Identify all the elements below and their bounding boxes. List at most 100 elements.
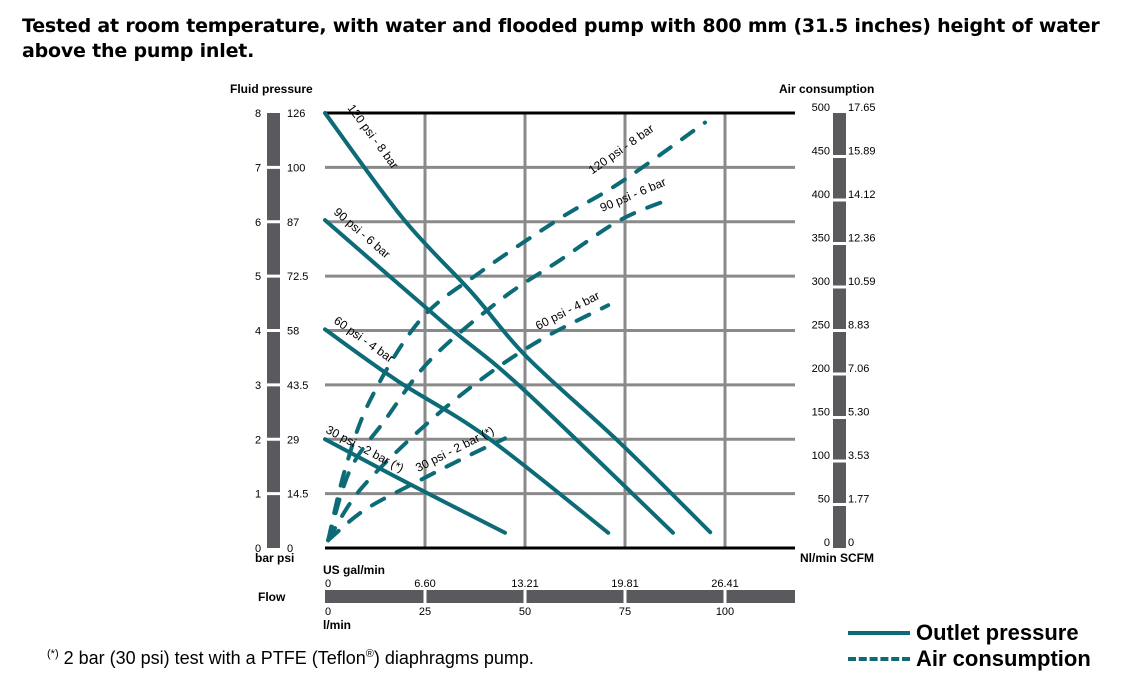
left-axis-tick xyxy=(267,492,280,496)
footnote: (*) 2 bar (30 psi) test with a PTFE (Tef… xyxy=(47,648,534,669)
right-tick-label-scfm: 8.83 xyxy=(848,320,869,332)
right-tick-label-scfm: 1.77 xyxy=(848,494,869,506)
flow-tick-label-gal: 6.60 xyxy=(414,578,435,590)
legend: Outlet pressure Air consumption xyxy=(848,620,1091,672)
left-tick-label-psi: 29 xyxy=(287,434,299,446)
left-axis-title: Fluid pressure xyxy=(230,82,313,96)
left-axis-tick xyxy=(267,437,280,441)
right-tick-label-scfm: 7.06 xyxy=(848,363,869,375)
flow-tick-label-lmin: 75 xyxy=(619,606,631,618)
right-axis-tick xyxy=(833,242,846,245)
outlet-pressure-label: 30 psi - 2 bar (*) xyxy=(324,423,407,476)
left-tick-label-bar: 3 xyxy=(255,380,261,392)
right-tick-label-nl: 400 xyxy=(812,189,830,201)
right-tick-label-nl: 300 xyxy=(812,276,830,288)
right-tick-label-scfm: 3.53 xyxy=(848,450,869,462)
left-tick-label-bar: 2 xyxy=(255,434,261,446)
footnote-text-before: 2 bar (30 psi) test with a PTFE (Teflon xyxy=(58,648,366,668)
left-tick-label-psi: 43.5 xyxy=(287,380,308,392)
left-tick-label-bar: 4 xyxy=(255,326,261,338)
right-axis-tick xyxy=(833,503,846,506)
left-tick-label-psi: 87 xyxy=(287,217,299,229)
legend-item-outlet-pressure: Outlet pressure xyxy=(848,620,1091,646)
left-tick-label-psi: 58 xyxy=(287,326,299,338)
left-axis-tick xyxy=(267,165,280,169)
right-tick-label-scfm: 14.12 xyxy=(848,189,876,201)
right-tick-label-scfm: 17.65 xyxy=(848,102,876,114)
flow-tick-label-lmin: 50 xyxy=(519,606,531,618)
left-tick-label-psi: 72.5 xyxy=(287,271,308,283)
air-consumption-label: 90 psi - 6 bar xyxy=(598,175,668,215)
right-tick-label-nl: 250 xyxy=(812,320,830,332)
flow-axis-tick xyxy=(423,590,427,603)
right-axis-tick xyxy=(833,155,846,158)
flow-axis-tick xyxy=(723,590,727,603)
right-axis-title: Air consumption xyxy=(779,82,874,96)
right-axis-tick xyxy=(833,198,846,202)
right-axis-tick xyxy=(833,329,846,332)
right-tick-label-nl: 0 xyxy=(824,537,830,549)
left-axis-tick xyxy=(267,274,280,278)
right-axis-unit-label: Nl/min SCFM xyxy=(800,551,874,565)
right-axis-tick xyxy=(833,459,846,463)
flow-tick-label-gal: 26.41 xyxy=(711,578,739,590)
left-tick-label-bar: 6 xyxy=(255,217,261,229)
right-tick-label-scfm: 10.59 xyxy=(848,276,876,288)
right-tick-label-nl: 150 xyxy=(812,407,830,419)
right-axis-tick xyxy=(833,285,846,289)
flow-axis-title: Flow xyxy=(258,590,286,604)
flow-tick-label-lmin: 0 xyxy=(325,606,331,618)
solid-line-swatch-icon xyxy=(848,631,910,635)
legend-item-air-consumption: Air consumption xyxy=(848,646,1091,672)
right-tick-label-scfm: 0 xyxy=(848,537,854,549)
right-tick-label-nl: 200 xyxy=(812,363,830,375)
footnote-marker: (*) xyxy=(47,648,59,660)
right-tick-label-nl: 350 xyxy=(812,233,830,245)
right-tick-label-nl: 50 xyxy=(818,494,830,506)
legend-label: Air consumption xyxy=(916,646,1091,671)
flow-tick-label-gal: 13.21 xyxy=(511,578,539,590)
flow-tick-label-lmin: 100 xyxy=(716,606,734,618)
flow-axis-tick xyxy=(523,590,527,603)
flow-primary-unit-label: l/min xyxy=(323,618,351,632)
air-consumption-line xyxy=(326,303,611,543)
right-tick-label-scfm: 5.30 xyxy=(848,407,869,419)
outlet-pressure-line xyxy=(323,437,507,535)
registered-mark: ® xyxy=(365,648,374,660)
series xyxy=(323,111,713,543)
left-tick-label-bar: 8 xyxy=(255,108,261,120)
right-tick-label-nl: 100 xyxy=(812,450,830,462)
flow-tick-label-gal: 19.81 xyxy=(611,578,639,590)
air-consumption-line xyxy=(326,196,675,543)
outlet-pressure-line xyxy=(323,111,713,535)
air-consumption-line xyxy=(326,120,707,543)
flow-tick-label-lmin: 25 xyxy=(419,606,431,618)
right-tick-label-scfm: 12.36 xyxy=(848,233,876,245)
flow-axis-bar xyxy=(325,590,795,603)
left-tick-label-bar: 0 xyxy=(255,543,261,555)
chart-title: Tested at room temperature, with water a… xyxy=(22,15,1100,62)
left-tick-label-bar: 7 xyxy=(255,162,261,174)
left-axis-tick xyxy=(267,220,280,224)
right-tick-label-scfm: 15.89 xyxy=(848,146,876,158)
left-tick-label-psi: 0 xyxy=(287,543,293,555)
left-tick-label-psi: 100 xyxy=(287,162,305,174)
left-axis-unit-label: bar psi xyxy=(255,551,294,565)
left-axis-tick xyxy=(267,329,280,332)
right-tick-label-nl: 500 xyxy=(812,102,830,114)
outlet-pressure-line xyxy=(323,327,611,535)
flow-axis-tick xyxy=(623,590,627,603)
right-axis-tick xyxy=(833,372,846,376)
flow-tick-label-gal: 0 xyxy=(325,578,331,590)
left-tick-label-psi: 14.5 xyxy=(287,489,308,501)
legend-label: Outlet pressure xyxy=(916,620,1079,645)
air-consumption-line xyxy=(326,436,507,543)
footnote-text-after: ) diaphragms pump. xyxy=(373,648,534,668)
right-axis-tick xyxy=(833,416,846,419)
right-tick-label-nl: 450 xyxy=(812,146,830,158)
dashed-line-swatch-icon xyxy=(848,657,910,661)
left-tick-label-psi: 126 xyxy=(287,108,305,120)
